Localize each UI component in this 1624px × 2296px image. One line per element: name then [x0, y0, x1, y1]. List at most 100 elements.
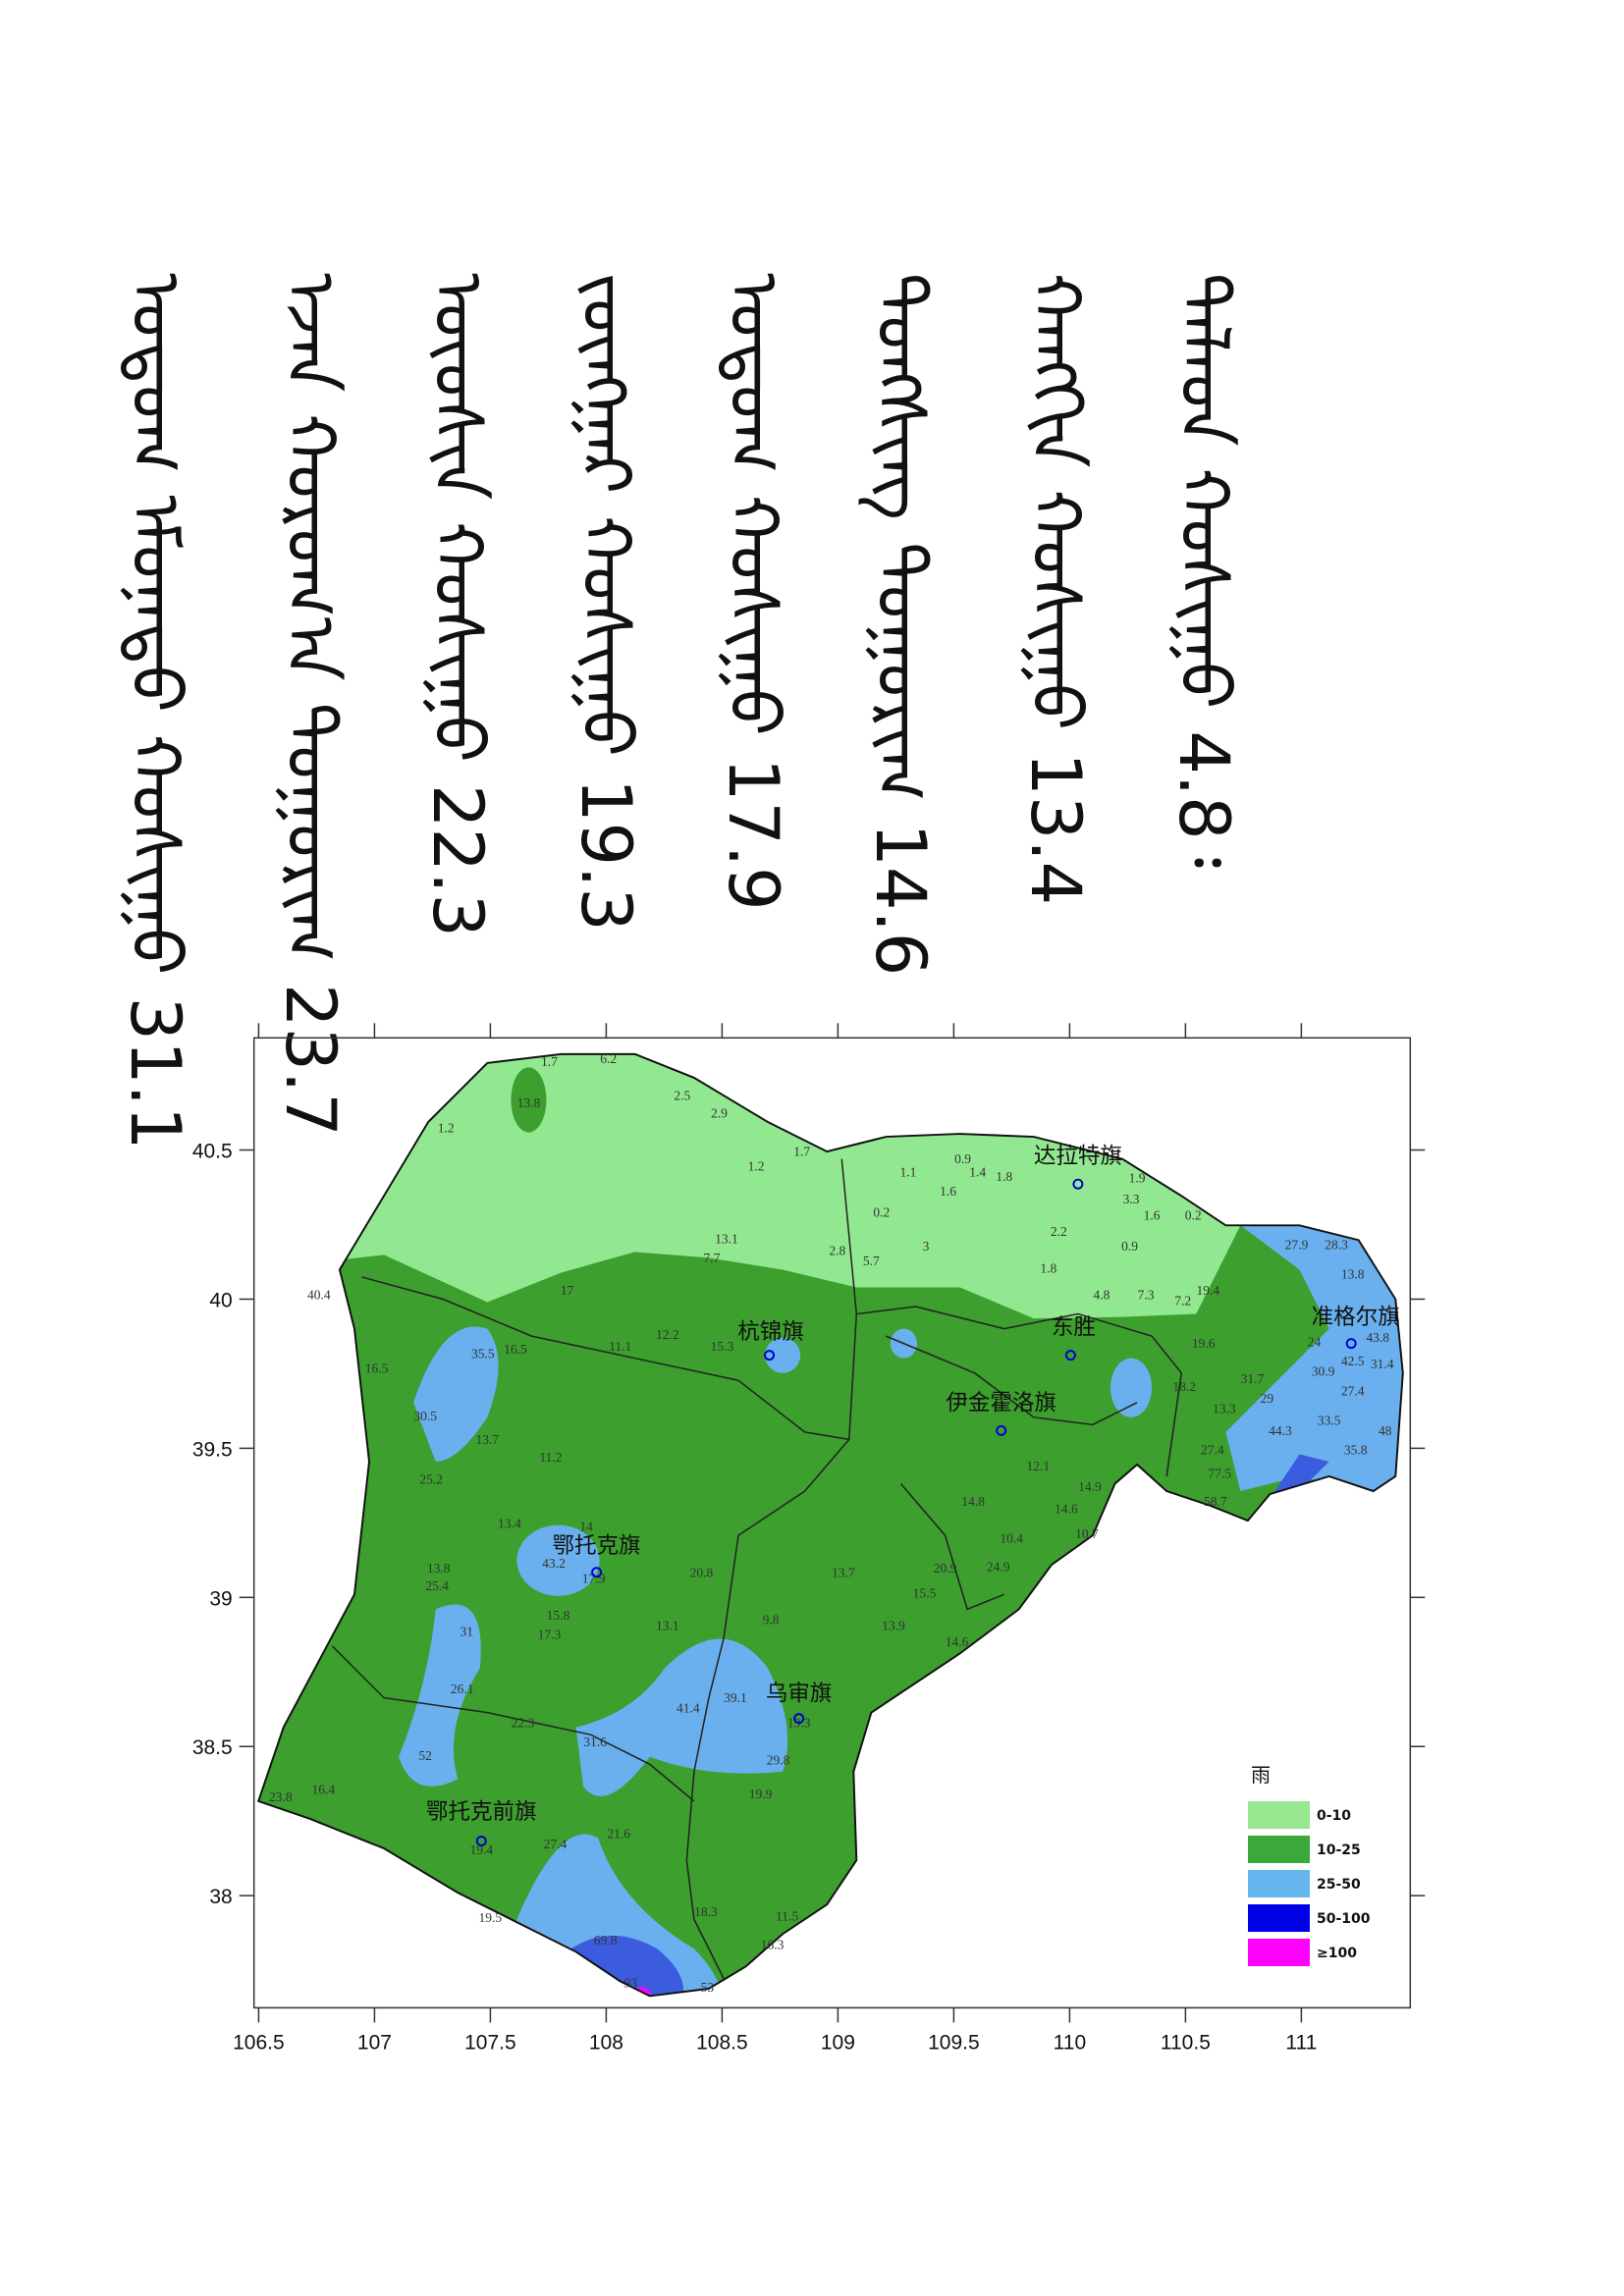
- station-value: 13.8: [427, 1561, 451, 1575]
- city-marker: [793, 1713, 805, 1725]
- station-value: 29: [1261, 1391, 1274, 1406]
- station-value: 35.8: [1344, 1442, 1368, 1457]
- station-value: 2.5: [674, 1088, 690, 1102]
- station-value: 16.5: [504, 1342, 527, 1357]
- station-value: 23.8: [269, 1789, 293, 1804]
- legend-label: 0-10: [1317, 1808, 1351, 1824]
- station-value: 3: [923, 1239, 930, 1254]
- station-value: 77.5: [1208, 1467, 1231, 1481]
- station-value: 13.4: [498, 1517, 521, 1531]
- station-value: 31.4: [1371, 1357, 1394, 1371]
- text-line: ᠵᠦᠩᠭᠠᠷ ᠬᠣᠰᠢᠭᠤ 19.3: [566, 273, 646, 932]
- station-value: 10.4: [1000, 1531, 1023, 1546]
- city-label: 准格尔旗: [1312, 1305, 1400, 1330]
- area-25-50: [399, 1604, 481, 1787]
- station-value: 26.1: [451, 1682, 474, 1696]
- station-value: 52: [418, 1748, 432, 1763]
- city-label: 鄂托克旗: [553, 1533, 641, 1559]
- x-tick-label: 107.5: [464, 2031, 516, 2054]
- station-value: 41.4: [677, 1701, 700, 1716]
- city-label: 鄂托克前旗: [426, 1799, 537, 1825]
- station-value: 2.8: [829, 1243, 845, 1257]
- city-marker: [1072, 1178, 1084, 1190]
- legend-swatch: [1248, 1801, 1310, 1829]
- y-tick-label: 39.5: [192, 1438, 233, 1461]
- station-value: 48: [1379, 1423, 1392, 1438]
- station-value: 17: [561, 1283, 574, 1298]
- station-value: 11.5: [776, 1909, 798, 1924]
- station-value: 31.7: [1241, 1371, 1265, 1386]
- city-label: 杭锦旗: [737, 1319, 804, 1345]
- station-value: 30.9: [1312, 1364, 1335, 1379]
- station-value: 13.7: [475, 1432, 499, 1447]
- station-value: 0.9: [954, 1151, 971, 1166]
- station-value: 25.2: [419, 1472, 443, 1487]
- station-value: 58.7: [1204, 1494, 1227, 1509]
- station-value: 0.2: [873, 1204, 890, 1219]
- city-label: 伊金霍洛旗: [946, 1390, 1056, 1415]
- station-value: 1.7: [541, 1054, 558, 1069]
- station-value: 19.4: [1196, 1283, 1219, 1298]
- station-value: 2.9: [711, 1106, 728, 1121]
- plot-frame: [252, 1037, 1412, 2009]
- x-tick-label: 109: [821, 2031, 855, 2054]
- y-tick-label: 39: [209, 1587, 232, 1610]
- area-25-50: [765, 1337, 801, 1373]
- station-value: 13.7: [832, 1565, 855, 1579]
- city-marker: [1345, 1338, 1357, 1350]
- station-value: 14.6: [1055, 1502, 1078, 1517]
- text-line: ᠣᠲᠣᠭ ᠬᠣᠰᠢᠭᠤ 17.9: [713, 273, 793, 911]
- station-value: 12.1: [1026, 1459, 1050, 1473]
- legend-label: 50-100: [1317, 1911, 1371, 1927]
- station-value: 20.8: [690, 1565, 714, 1579]
- station-value: 10.7: [1075, 1526, 1099, 1541]
- station-value: 13.8: [1341, 1266, 1365, 1281]
- station-value: 4.8: [1094, 1288, 1110, 1303]
- station-value: 27.4: [1201, 1442, 1224, 1457]
- station-value: 35.5: [471, 1347, 495, 1362]
- station-value: 13.9: [882, 1618, 905, 1632]
- station-value: 25.4: [425, 1578, 449, 1593]
- station-value: 18.3: [694, 1904, 718, 1919]
- x-tick-label: 110: [1054, 2031, 1086, 2054]
- station-value: 14.6: [946, 1634, 969, 1649]
- city-marker: [1064, 1350, 1076, 1362]
- station-value: 0.2: [1185, 1207, 1202, 1222]
- station-value: 93: [623, 1975, 637, 1990]
- boundaries: [331, 1158, 1182, 1979]
- station-value: 11.1: [609, 1339, 631, 1354]
- area-10-25: [511, 1067, 547, 1133]
- text-line: ᠬᠠᠩᠭᠢᠨ ᠬᠣᠰᠢᠭᠤ 13.4: [1015, 273, 1096, 906]
- area-25-50: [516, 1524, 600, 1596]
- y-tick-label: 40.5: [192, 1141, 233, 1163]
- station-value: 27.4: [544, 1837, 568, 1851]
- text-line: ᠦᠦᠰᠢᠨ ᠬᠣᠰᠢᠭᠤ 22.3: [417, 273, 498, 937]
- station-value: 17.3: [538, 1627, 562, 1641]
- x-tick-label: 109.5: [928, 2031, 980, 2054]
- station-value: 1.9: [1129, 1171, 1146, 1186]
- city-label: 达拉特旗: [1034, 1144, 1122, 1169]
- station-value: 1.1: [900, 1165, 917, 1180]
- station-value: 30.5: [413, 1409, 437, 1423]
- city-label: 乌审旗: [766, 1682, 833, 1707]
- station-value: 44.3: [1269, 1423, 1292, 1438]
- area-25-50: [575, 1638, 788, 1796]
- station-value: 31: [460, 1624, 474, 1638]
- station-value: 22.3: [512, 1716, 535, 1731]
- stations: 1.7 6.213.82.52.91.21.71.20.91.4 1.8 1.91.1…: [269, 1051, 1394, 1995]
- city-marker: [764, 1350, 776, 1362]
- station-value: 11.2: [539, 1450, 562, 1465]
- rain-areas: [258, 1053, 1403, 1997]
- station-value: 31.6: [583, 1735, 607, 1749]
- text-line: ᠣᠲᠣᠭ ᠡᠮᠦᠨᠡᠲᠦ ᠬᠣᠰᠢᠭᠤ 31.1: [115, 273, 195, 1150]
- station-value: 29.8: [767, 1752, 790, 1767]
- station-value: 13.1: [715, 1231, 738, 1246]
- station-value: 16.3: [761, 1937, 785, 1951]
- station-value: 14.8: [961, 1494, 985, 1509]
- station-value: 2.2: [1051, 1224, 1067, 1239]
- city-marker: [475, 1835, 487, 1846]
- station-value: 1.8: [996, 1169, 1012, 1184]
- station-value: 7.2: [1174, 1294, 1191, 1308]
